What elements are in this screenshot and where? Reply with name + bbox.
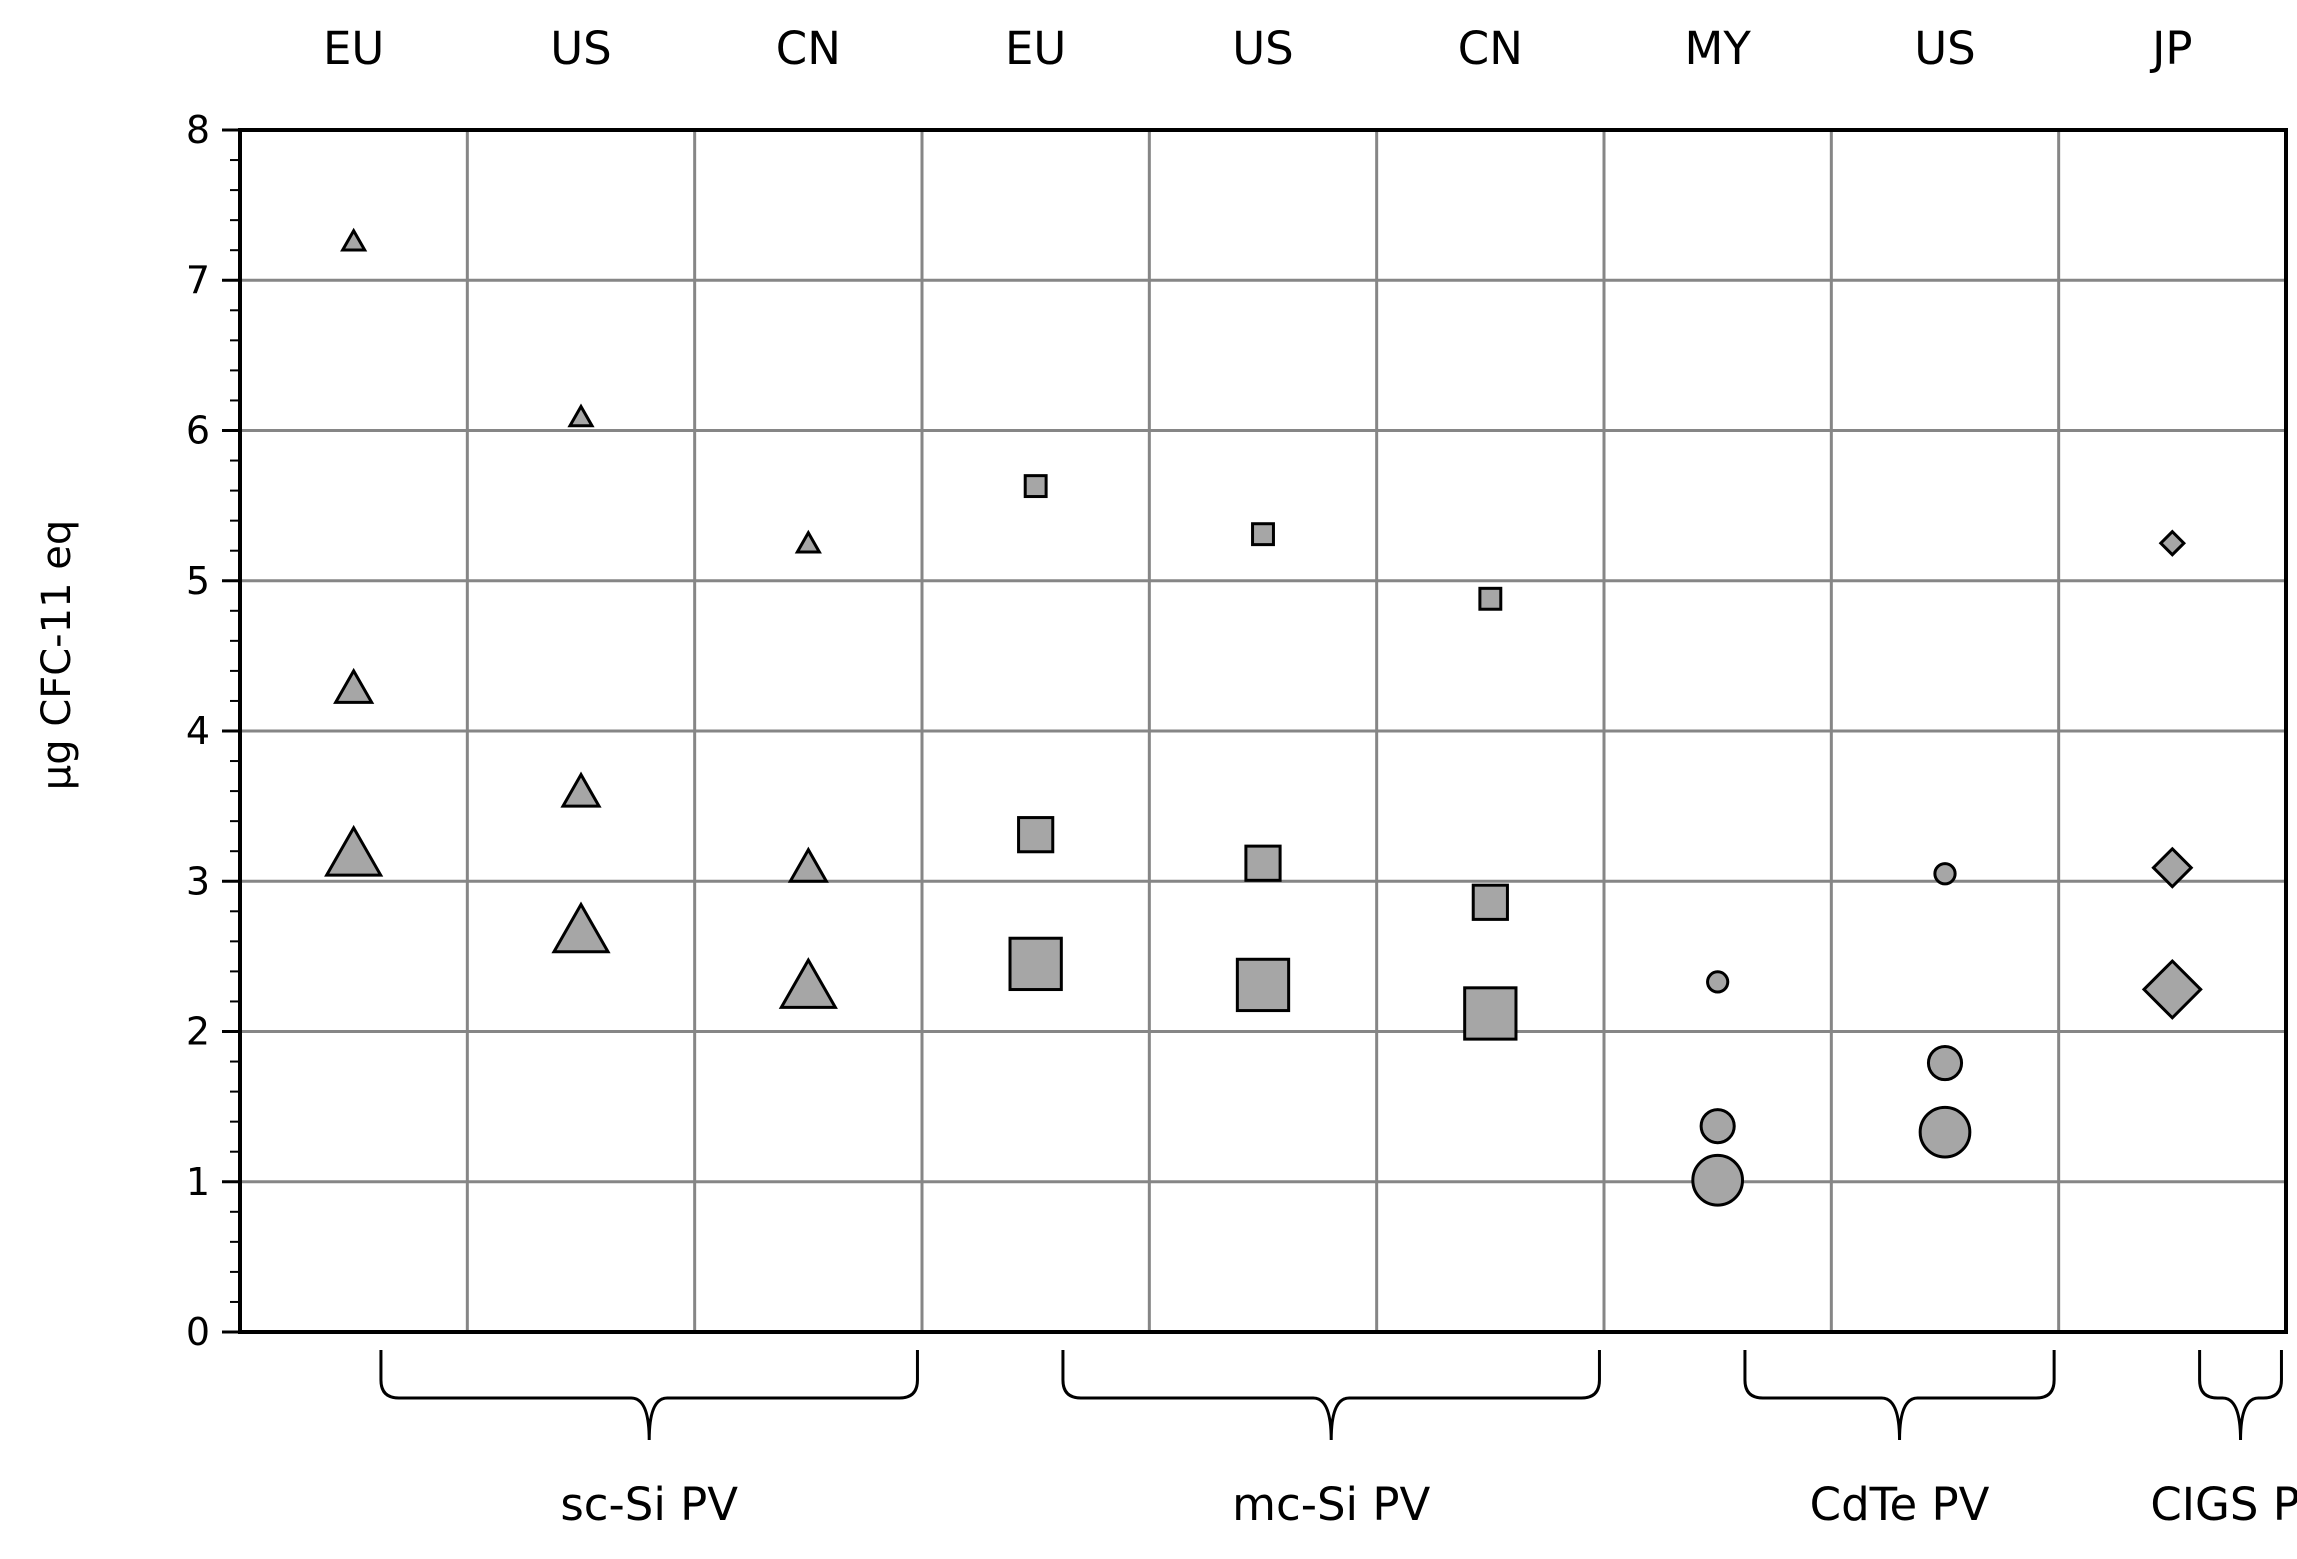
region-label: EU bbox=[1005, 22, 1066, 75]
triangle-marker bbox=[567, 403, 595, 428]
group-bracket bbox=[379, 1350, 919, 1441]
circle-marker bbox=[1706, 970, 1730, 994]
region-label: CN bbox=[776, 22, 841, 75]
diamond-marker bbox=[2151, 846, 2194, 889]
region-label: US bbox=[550, 22, 612, 75]
triangle-marker bbox=[787, 846, 829, 883]
triangle-marker bbox=[333, 667, 375, 704]
y-tick-label: 1 bbox=[186, 1160, 210, 1204]
square-marker bbox=[1235, 957, 1291, 1013]
group-bracket bbox=[1743, 1350, 2056, 1441]
y-tick-label: 2 bbox=[186, 1010, 210, 1054]
axis-layer bbox=[222, 128, 2288, 1334]
y-axis-title: µg CFC-11 eq bbox=[34, 520, 80, 790]
triangle-marker bbox=[560, 771, 602, 808]
y-tick-label: 7 bbox=[186, 258, 210, 302]
point-layer bbox=[324, 227, 2203, 1207]
triangle-marker bbox=[551, 901, 611, 954]
diamond-marker bbox=[2158, 529, 2187, 557]
triangle-marker bbox=[324, 824, 384, 877]
circle-marker bbox=[1933, 862, 1957, 886]
y-tick-label: 0 bbox=[186, 1310, 210, 1354]
square-marker bbox=[1023, 474, 1048, 499]
triangle-marker bbox=[340, 227, 368, 252]
region-label: EU bbox=[323, 22, 384, 75]
square-marker bbox=[1251, 522, 1275, 547]
group-bracket bbox=[1061, 1350, 1601, 1441]
group-label: sc-Si PV bbox=[560, 1478, 738, 1531]
y-tick-label: 6 bbox=[186, 409, 210, 453]
triangle-marker bbox=[778, 957, 838, 1009]
square-marker bbox=[1244, 844, 1282, 882]
region-label: US bbox=[1232, 22, 1294, 75]
group-label: CIGS PV bbox=[2150, 1478, 2297, 1531]
triangle-marker bbox=[794, 529, 822, 554]
bracket-layer bbox=[379, 1350, 2283, 1441]
square-marker bbox=[1008, 936, 1063, 992]
region-label: CN bbox=[1458, 22, 1523, 75]
region-label: JP bbox=[2149, 22, 2192, 75]
square-marker bbox=[1017, 816, 1055, 854]
group-label: mc-Si PV bbox=[1232, 1478, 1430, 1531]
square-marker bbox=[1471, 883, 1509, 921]
label-layer: 0 1 2 3 4 5 6 7 8 EU US CN EU US CN MY US JP sc-Si PV mc-Si… bbox=[186, 22, 2297, 1531]
circle-marker bbox=[1699, 1108, 1736, 1145]
y-tick-label: 8 bbox=[186, 108, 210, 152]
circle-marker bbox=[1926, 1044, 1964, 1082]
group-bracket bbox=[2198, 1350, 2283, 1441]
y-tick-label: 3 bbox=[186, 859, 210, 903]
circle-marker bbox=[1918, 1105, 1972, 1159]
y-tick-label: 4 bbox=[186, 709, 210, 753]
grid-layer bbox=[240, 130, 2286, 1332]
square-marker bbox=[1463, 986, 1518, 1041]
circle-marker bbox=[1691, 1153, 1745, 1207]
region-label: US bbox=[1914, 22, 1976, 75]
group-label: CdTe PV bbox=[1810, 1478, 1990, 1531]
square-marker bbox=[1478, 586, 1503, 611]
y-tick-label: 5 bbox=[186, 559, 210, 603]
diamond-marker bbox=[2141, 958, 2203, 1020]
region-label: MY bbox=[1685, 22, 1752, 75]
